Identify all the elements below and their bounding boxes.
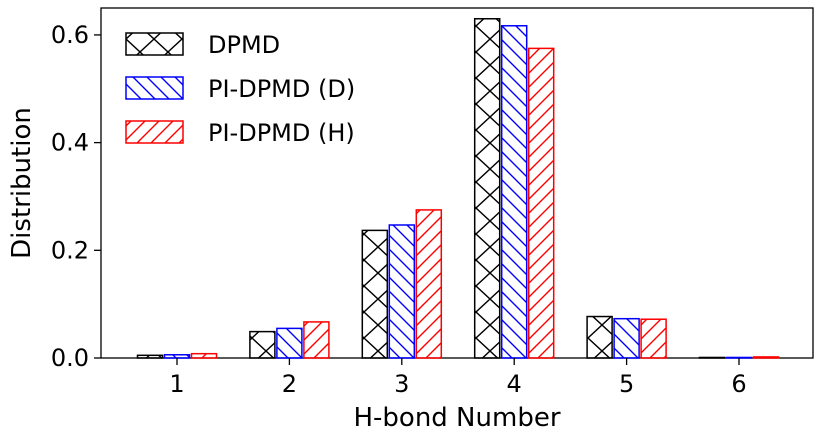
legend-item: PI-DPMD (D) (125, 75, 355, 103)
legend-item: PI-DPMD (H) (125, 119, 355, 147)
bar (303, 321, 330, 359)
bar-hatch (641, 319, 667, 358)
legend: DPMD PI-DPMD (D) PI-DPMD (H) (125, 31, 355, 147)
y-axis: 0.0 0.2 0.4 0.6 (51, 21, 101, 372)
bar (388, 224, 416, 359)
bar-hatch (501, 25, 527, 359)
plot-frame (100, 7, 814, 359)
bar (527, 47, 555, 359)
bar-hatch (303, 321, 329, 358)
bar-hatch (474, 18, 500, 359)
bar-outline (303, 321, 330, 359)
bar (500, 25, 528, 359)
bar-outline (473, 18, 501, 359)
bar (586, 315, 613, 359)
bar (640, 318, 667, 359)
bar-outline (527, 47, 555, 359)
bar-outline (640, 318, 667, 359)
x-tick-label: 5 (619, 370, 634, 398)
bar-outline (136, 354, 164, 359)
bar-hatch (614, 318, 640, 358)
x-tick-label: 1 (169, 370, 184, 398)
bar-hatch (249, 331, 275, 358)
bar (415, 209, 443, 359)
bar (136, 354, 164, 359)
x-axis: 1 2 3 4 5 6 (169, 358, 747, 398)
bar (473, 18, 501, 359)
bar-hatch (416, 209, 442, 358)
y-tick-label: 0.6 (51, 21, 89, 49)
bar (698, 356, 726, 359)
legend-swatch-hatch (126, 33, 183, 55)
x-tick-label: 3 (394, 370, 409, 398)
bar-outline (752, 356, 780, 359)
y-axis-label: Distribution (7, 107, 37, 259)
x-tick-label: 2 (282, 370, 297, 398)
y-tick-label: 0.2 (51, 236, 89, 264)
legend-label: PI-DPMD (H) (208, 119, 355, 147)
bar-hatch (528, 48, 554, 359)
y-tick-label: 0.0 (51, 344, 89, 372)
bar (361, 229, 389, 359)
legend-swatch (125, 120, 184, 144)
bar-outline (586, 315, 613, 359)
legend-item: DPMD (125, 31, 280, 59)
x-tick-label: 4 (507, 370, 522, 398)
bar (725, 356, 753, 359)
bar (249, 330, 276, 359)
bar-outline (725, 356, 753, 359)
bar-outline (415, 209, 443, 359)
bar-hatch (362, 230, 388, 358)
bar (276, 327, 303, 359)
legend-swatch-hatch (126, 121, 183, 143)
legend-swatch (125, 32, 184, 56)
bar-hatch (389, 225, 415, 358)
legend-label: PI-DPMD (D) (208, 75, 355, 103)
bar (752, 356, 780, 359)
bar-outline (698, 356, 726, 359)
x-axis-label: H-bond Number (353, 403, 560, 433)
bar-hatch (587, 316, 613, 358)
bar (163, 354, 191, 359)
bars (136, 18, 780, 359)
bar-outline (190, 352, 218, 359)
legend-swatch (125, 76, 184, 100)
bar (190, 352, 218, 359)
bar-outline (249, 330, 276, 359)
bar-outline (361, 229, 389, 359)
bar-hatch (276, 328, 302, 358)
bar-hatch (191, 353, 217, 358)
x-tick-label: 6 (731, 370, 746, 398)
bar (613, 317, 640, 359)
legend-label: DPMD (208, 31, 280, 59)
bar-hatch (164, 354, 190, 358)
legend-swatch-hatch (126, 77, 183, 99)
bar-hatch (137, 355, 163, 358)
y-tick-label: 0.4 (51, 129, 89, 157)
